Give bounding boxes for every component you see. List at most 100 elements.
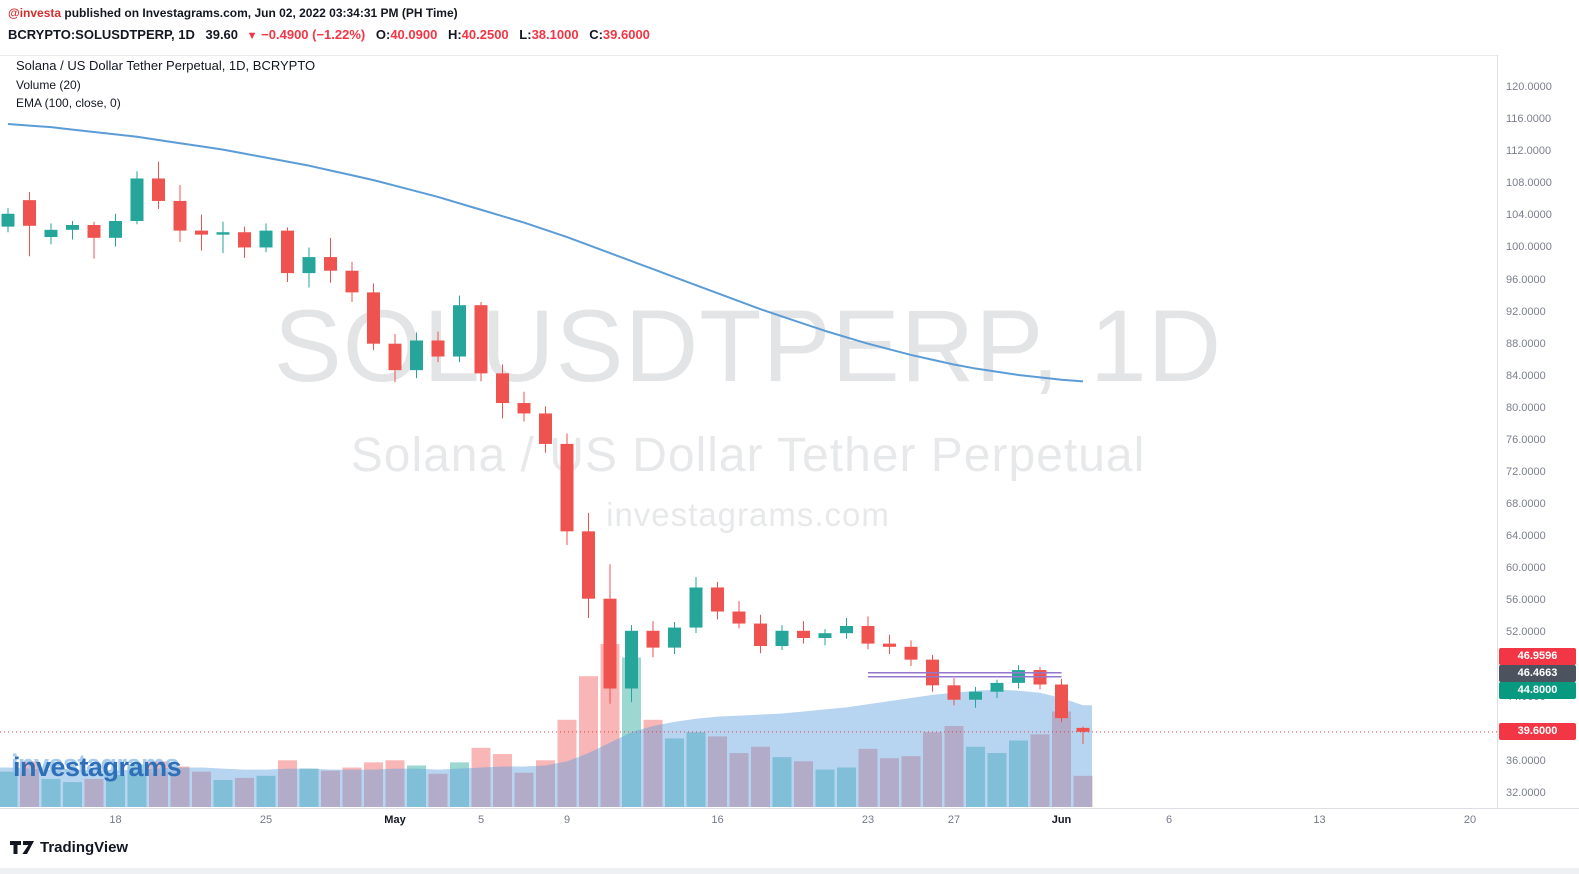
price-tick-label: 52.0000 <box>1506 626 1546 639</box>
candle-body <box>560 443 574 532</box>
candle-body <box>990 682 1004 692</box>
volume-bar <box>278 760 297 807</box>
candle-body <box>1055 684 1068 719</box>
price-tick-label: 60.0000 <box>1506 562 1546 575</box>
time-label: 27 <box>947 814 961 826</box>
volume-bar <box>966 746 985 807</box>
watermark-site: investagrams.com <box>606 496 890 533</box>
volume-bar <box>579 676 598 807</box>
volume-bar <box>192 771 211 807</box>
candle-body <box>345 270 359 293</box>
volume-bar <box>407 765 426 807</box>
price-tick-label: 76.0000 <box>1506 433 1546 446</box>
volume-bar <box>20 761 39 807</box>
price-tick-label: 96.0000 <box>1506 273 1546 286</box>
investagrams-watermark: investagrams <box>13 752 182 782</box>
price-tick-label: 32.0000 <box>1506 786 1546 799</box>
candle-body <box>388 343 402 371</box>
price-tag: 39.6000 <box>1499 723 1576 741</box>
volume-bar <box>837 767 856 807</box>
tradingview-logo-text: TradingView <box>40 839 129 856</box>
volume-bar <box>170 766 190 807</box>
down-arrow-icon: ▼ <box>246 30 258 42</box>
price-tick-label: 80.0000 <box>1506 401 1546 414</box>
volume-bar <box>41 778 61 807</box>
watermark-description: Solana / US Dollar Tether Perpetual <box>350 429 1146 482</box>
candle-body <box>969 691 982 700</box>
volume-bar <box>428 773 448 807</box>
price-tick-label: 84.0000 <box>1506 369 1546 382</box>
candle-body <box>732 611 746 624</box>
price-tick-label: 56.0000 <box>1506 594 1546 607</box>
volume-bar <box>342 767 362 807</box>
time-label: Jun <box>1051 814 1072 826</box>
time-label: 20 <box>1463 814 1477 826</box>
price-change: −0.4900 (−1.22%) <box>261 27 366 42</box>
volume-bar <box>1030 734 1050 807</box>
candle-body <box>281 230 294 274</box>
candle-body <box>539 413 552 444</box>
candle-body <box>904 646 918 660</box>
candle-body <box>840 625 853 634</box>
byline-text: published on Investagrams.com, Jun 02, 2… <box>61 6 458 20</box>
legend-volume: Volume (20) <box>16 78 81 92</box>
candle-body <box>431 340 445 357</box>
volume-bar <box>944 726 964 807</box>
candle-body <box>152 178 165 201</box>
candle-body <box>818 633 832 638</box>
tradingview-attribution: TradingView <box>10 839 128 856</box>
candle-body <box>259 230 273 248</box>
volume-bar <box>1009 740 1028 807</box>
volume-bar <box>708 736 727 807</box>
tradingview-logo-icon <box>10 841 34 854</box>
volume-bar <box>127 764 147 807</box>
price-tag: 44.8000 <box>1499 681 1576 699</box>
price-tag: 46.9596 <box>1499 647 1576 665</box>
price-tick-label: 100.0000 <box>1506 241 1552 254</box>
candle-body <box>496 373 509 404</box>
price-tick-label: 36.0000 <box>1506 754 1546 767</box>
legend-title: Solana / US Dollar Tether Perpetual, 1D,… <box>16 58 316 73</box>
candle-body <box>302 257 316 274</box>
volume-bar <box>729 753 749 807</box>
byline-handle: @investa <box>8 6 62 20</box>
time-label: May <box>384 814 406 826</box>
volume-bar <box>299 768 319 807</box>
candle-body <box>109 220 122 238</box>
time-label: 9 <box>563 814 571 826</box>
volume-bar <box>235 777 254 807</box>
price-axis[interactable]: 120.0000 116.0000 112.0000 108.0000 104.0000… <box>1497 55 1579 808</box>
volume-bar <box>63 782 82 807</box>
ohlc-high: H:40.2500 <box>447 27 509 42</box>
volume-bar <box>1052 711 1071 807</box>
candle-body <box>711 587 724 612</box>
price-tick-label: 92.0000 <box>1506 305 1546 318</box>
time-label: 13 <box>1313 814 1326 826</box>
volume-bar <box>557 719 577 807</box>
time-axis[interactable]: 18 25 May 5 9 16 23 27 Jun 6 13 20 <box>0 808 1579 833</box>
volume-bar <box>858 748 878 807</box>
candle-body <box>216 232 230 235</box>
candle-body <box>44 229 58 238</box>
candle-body <box>474 305 488 374</box>
volume-bar <box>106 774 125 807</box>
candle-body <box>689 587 703 628</box>
byline: @investa published on Investagrams.com, … <box>8 6 458 20</box>
candle-body <box>947 685 961 700</box>
candle-body <box>238 232 251 248</box>
bottom-strip <box>0 868 1579 874</box>
volume-bar <box>0 771 18 807</box>
candle-body <box>173 200 187 231</box>
volume-bar <box>149 761 168 807</box>
candle-body <box>195 230 208 235</box>
volume-ma-area <box>0 689 1092 807</box>
volume-bar <box>385 760 405 807</box>
candle-body <box>324 257 337 271</box>
price-tick-label: 108.0000 <box>1506 177 1552 190</box>
candle-body <box>603 598 617 689</box>
candle-body <box>130 178 144 221</box>
time-label: 6 <box>1165 814 1173 826</box>
candle-body <box>625 630 638 689</box>
symbol-info-bar: BCRYPTO:SOLUSDTPERP, 1D 39.60 ▼ −0.4900 … <box>8 27 650 42</box>
